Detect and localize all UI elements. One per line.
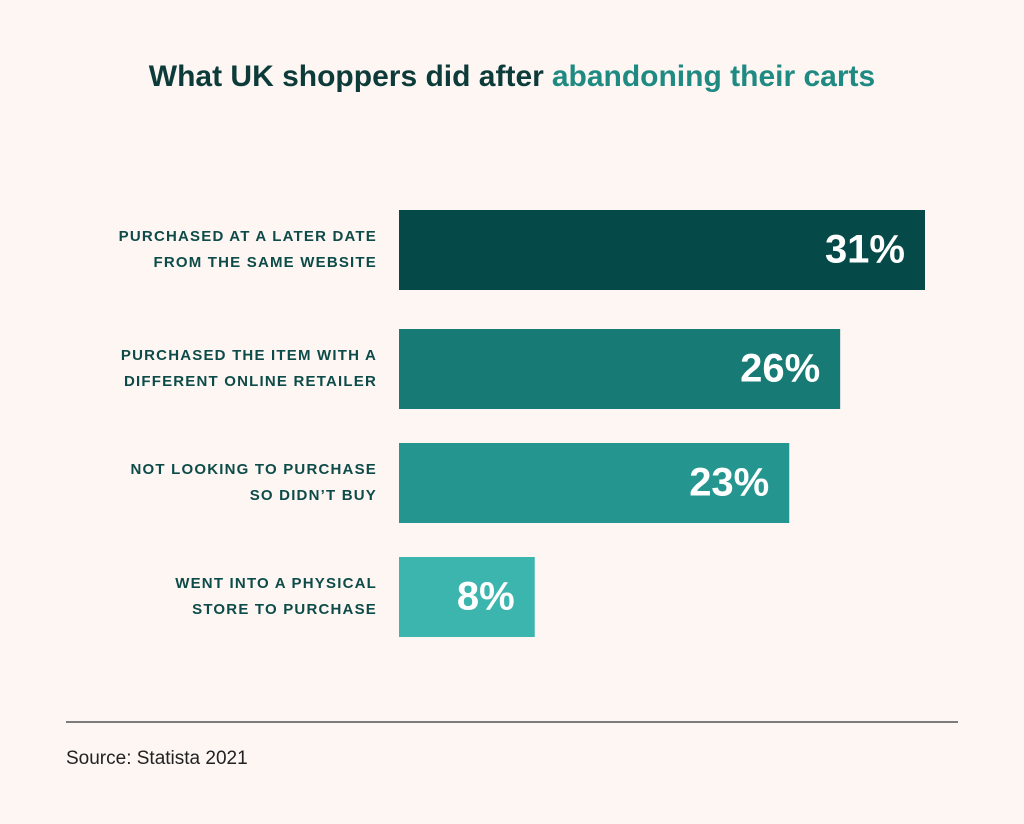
value-label: 31% [825,228,905,272]
category-label: PURCHASED THE ITEM WITH A [121,347,377,364]
chart-title: What UK shoppers did after abandoning the… [149,60,875,93]
title-highlight: abandoning their carts [552,60,875,93]
title-main: What UK shoppers did after [149,60,544,93]
bar [399,329,841,409]
category-label: WENT INTO A PHYSICAL [175,575,377,592]
source: Source: Statista 2021 [66,748,248,769]
category-label: NOT LOOKING TO PURCHASE [131,461,378,478]
value-label: 26% [740,347,820,391]
category-label: FROM THE SAME WEBSITE [153,254,377,271]
bar [399,443,790,523]
value-label: 23% [689,461,769,505]
category-label: DIFFERENT ONLINE RETAILER [124,373,377,390]
category-label: STORE TO PURCHASE [192,601,377,618]
bar [399,557,535,637]
bar [399,210,925,290]
value-label: 8% [457,575,515,619]
category-label: PURCHASED AT A LATER DATE [119,228,377,245]
category-label: SO DIDN’T BUY [250,487,377,504]
